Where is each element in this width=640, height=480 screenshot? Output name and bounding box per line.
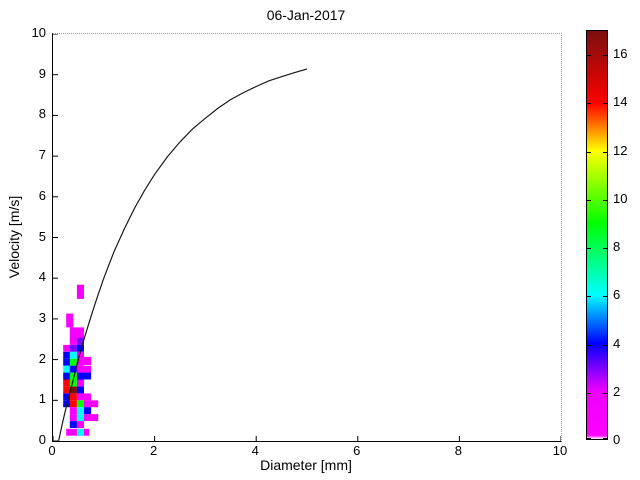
colorbar-tick-label: 12 xyxy=(613,142,628,158)
heatmap-cell xyxy=(66,313,74,328)
colorbar-tick xyxy=(587,248,591,250)
heatmap-cell xyxy=(63,372,71,380)
y-tick-label: 4 xyxy=(38,269,46,285)
colorbar-tick xyxy=(587,151,591,153)
heatmap-cell xyxy=(63,379,71,387)
heatmap-cell xyxy=(84,393,92,401)
y-tick-label: 7 xyxy=(38,147,46,163)
heatmap-cell xyxy=(63,386,71,394)
x-tick-label: 0 xyxy=(48,443,56,458)
heatmap-cell xyxy=(76,407,84,415)
x-axis-label: Diameter [mm] xyxy=(260,457,352,473)
y-tick-label: 6 xyxy=(38,187,46,203)
heatmap-cell xyxy=(69,338,77,345)
x-tick-label: 6 xyxy=(353,443,361,458)
colorbar-tick-label: 10 xyxy=(613,190,628,206)
colorbar-tick xyxy=(587,344,591,346)
heatmap-cell xyxy=(84,407,92,415)
heatmap-cell xyxy=(76,344,84,352)
x-tick-label: 4 xyxy=(251,443,259,458)
heatmap-cell xyxy=(63,365,71,373)
colorbar-tick xyxy=(603,296,607,298)
heatmap-cell xyxy=(76,284,84,299)
heatmap-cell xyxy=(63,358,71,366)
heatmap-cell xyxy=(76,428,84,436)
colorbar-tick xyxy=(603,344,607,346)
colorbar xyxy=(586,30,608,440)
heatmap-cell xyxy=(76,400,84,408)
heatmap-cell xyxy=(69,358,77,366)
colorbar-tick xyxy=(587,392,591,394)
heatmap-cell xyxy=(76,393,84,401)
colorbar-tick xyxy=(587,103,591,105)
y-tick-label: 2 xyxy=(38,350,46,366)
colorbar-tick-label: 2 xyxy=(613,383,621,399)
heatmap-cell xyxy=(69,351,77,359)
heatmap-cell xyxy=(76,358,84,366)
colorbar-tick xyxy=(587,55,591,57)
heatmap-cell xyxy=(69,386,77,394)
colorbar-tick-label: 4 xyxy=(613,335,621,351)
heatmap-cell xyxy=(84,356,92,365)
heatmap-cell xyxy=(69,379,77,387)
heatmap-cell xyxy=(69,327,84,341)
colorbar-tick-label: 0 xyxy=(613,432,621,447)
y-tick-label: 10 xyxy=(31,25,46,40)
heatmap-cell xyxy=(84,414,92,421)
heatmap-cell xyxy=(76,351,84,359)
heatmap-cell xyxy=(69,414,77,421)
colorbar-tick-label: 8 xyxy=(613,239,621,255)
colorbar-tick xyxy=(587,438,591,439)
heatmap-cell xyxy=(63,351,71,359)
x-tick-label: 8 xyxy=(454,443,462,458)
colorbar-tick xyxy=(603,248,607,250)
y-tick-label: 3 xyxy=(38,309,46,325)
colorbar-tick xyxy=(603,392,607,394)
heatmap-cell xyxy=(84,400,99,408)
heatmap-cell xyxy=(69,393,77,401)
heatmap-cell xyxy=(63,344,71,352)
heatmap-cell xyxy=(69,365,77,373)
y-tick-label: 1 xyxy=(38,391,46,407)
colorbar-tick-label: 6 xyxy=(613,287,621,303)
colorbar-tick xyxy=(587,296,591,298)
heatmap-cell xyxy=(91,414,99,421)
heatmap-cell xyxy=(63,393,71,401)
y-tick-label: 0 xyxy=(38,432,46,447)
colorbar-tick xyxy=(603,151,607,153)
heatmap-cell xyxy=(69,407,77,415)
heatmap-cell xyxy=(69,400,77,408)
heatmap-cell xyxy=(76,421,84,428)
heatmap-cell xyxy=(69,421,77,428)
colorbar-tick-label: 16 xyxy=(613,46,628,62)
plot-canvas xyxy=(53,34,561,441)
colorbar-tick xyxy=(603,199,607,201)
x-tick-label: 2 xyxy=(149,443,158,458)
colorbar-tick-label: 14 xyxy=(613,94,628,110)
heatmap-cell xyxy=(76,365,92,373)
heatmap-cell xyxy=(69,372,77,380)
terminal-velocity-curve xyxy=(58,68,308,441)
colorbar-tick xyxy=(603,103,607,105)
heatmap-cell xyxy=(69,344,77,352)
chart-title: 06-Jan-2017 xyxy=(266,7,346,23)
heatmap-cell xyxy=(84,372,92,380)
heatmap-cell xyxy=(76,379,84,387)
plot-area xyxy=(52,33,562,442)
colorbar-tick xyxy=(603,55,607,57)
heatmap-cell xyxy=(76,338,84,345)
y-tick-label: 9 xyxy=(38,65,46,81)
x-tick-label: 10 xyxy=(552,443,568,458)
y-tick-label: 8 xyxy=(38,106,46,122)
heatmap-cell xyxy=(76,414,84,421)
heatmap-cell xyxy=(76,372,84,380)
heatmap-cell xyxy=(76,386,84,394)
colorbar-tick xyxy=(603,438,607,439)
y-tick-label: 5 xyxy=(38,228,46,244)
colorbar-tick xyxy=(587,199,591,201)
